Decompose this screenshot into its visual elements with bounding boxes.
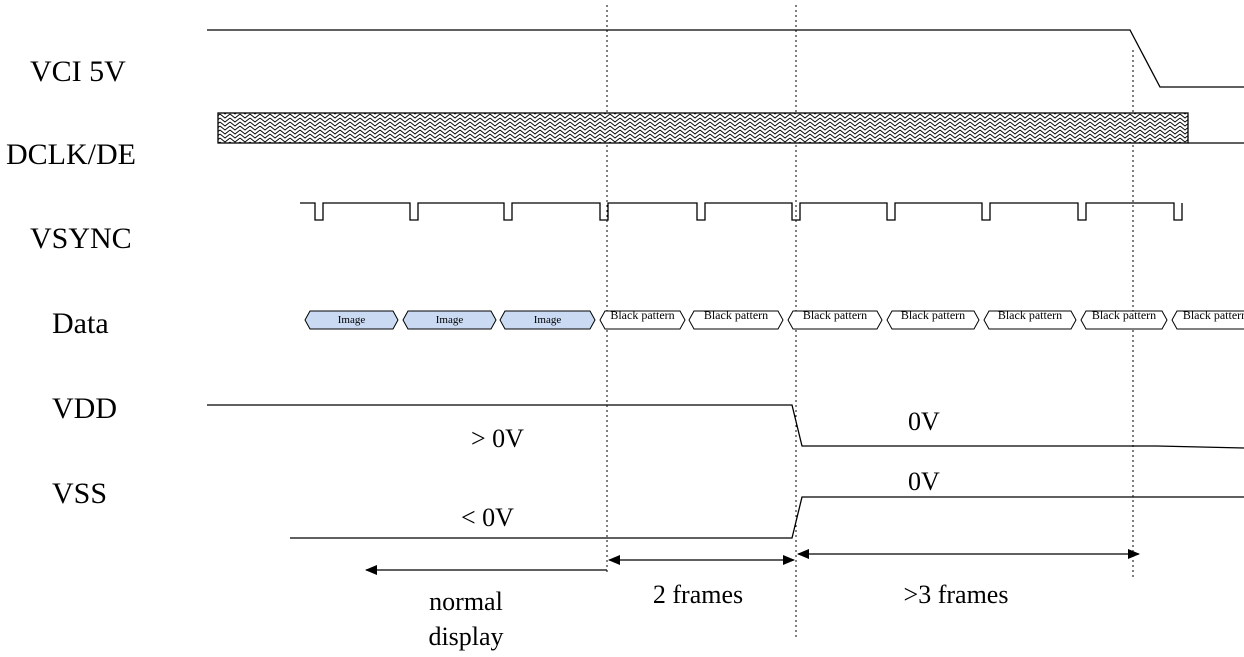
data-cell-label: Black pattern — [1092, 308, 1156, 322]
data-cell-black-pattern — [688, 310, 784, 330]
vdd-label: VDD — [52, 392, 117, 425]
data-cell-black-pattern — [787, 310, 883, 330]
two-frames-label: 2 frames — [653, 580, 743, 609]
data-cell-image — [304, 310, 399, 330]
data-cell-label: Black pattern — [1183, 308, 1244, 322]
data-cell-label: Black pattern — [704, 308, 768, 322]
vsync-label: VSYNC — [30, 222, 132, 255]
vss-off-value: 0V — [908, 467, 940, 496]
vci-waveform — [207, 29, 1244, 88]
data-cell-image — [499, 310, 596, 330]
data-cell-black-pattern — [599, 310, 686, 330]
data-cell-label: Black pattern — [901, 308, 965, 322]
vss-on-value: < 0V — [461, 503, 514, 532]
vsync-waveform — [300, 202, 1183, 221]
data-cell-label: Black pattern — [998, 308, 1062, 322]
data-cell-label: Image — [436, 314, 464, 326]
vdd-waveform — [207, 404, 1244, 449]
vdd-off-value: 0V — [908, 407, 940, 436]
data-label: Data — [52, 307, 109, 340]
data-cell-black-pattern — [983, 310, 1077, 330]
normal-display-label-line2: display — [428, 622, 503, 651]
vss-label: VSS — [52, 477, 107, 510]
data-cell-black-pattern — [1171, 310, 1244, 330]
vss-waveform — [290, 496, 1244, 539]
data-cell-image — [402, 310, 497, 330]
normal-display-label-line1: normal — [429, 587, 503, 616]
vdd-on-value: > 0V — [471, 424, 524, 453]
data-cell-label: Black pattern — [610, 308, 674, 322]
data-cell-label: Black pattern — [803, 308, 867, 322]
dclk-active-block — [217, 112, 1189, 144]
data-cell-label: Image — [534, 314, 562, 326]
vci-label: VCI 5V — [30, 55, 126, 88]
dclk-label: DCLK/DE — [6, 138, 136, 171]
three-frames-label: >3 frames — [904, 580, 1009, 609]
data-cell-label: Image — [338, 314, 366, 326]
data-cell-black-pattern — [1080, 310, 1168, 330]
data-row: Image Image Image Black pattern Black patter… — [304, 308, 1244, 330]
data-cell-black-pattern — [886, 310, 980, 330]
